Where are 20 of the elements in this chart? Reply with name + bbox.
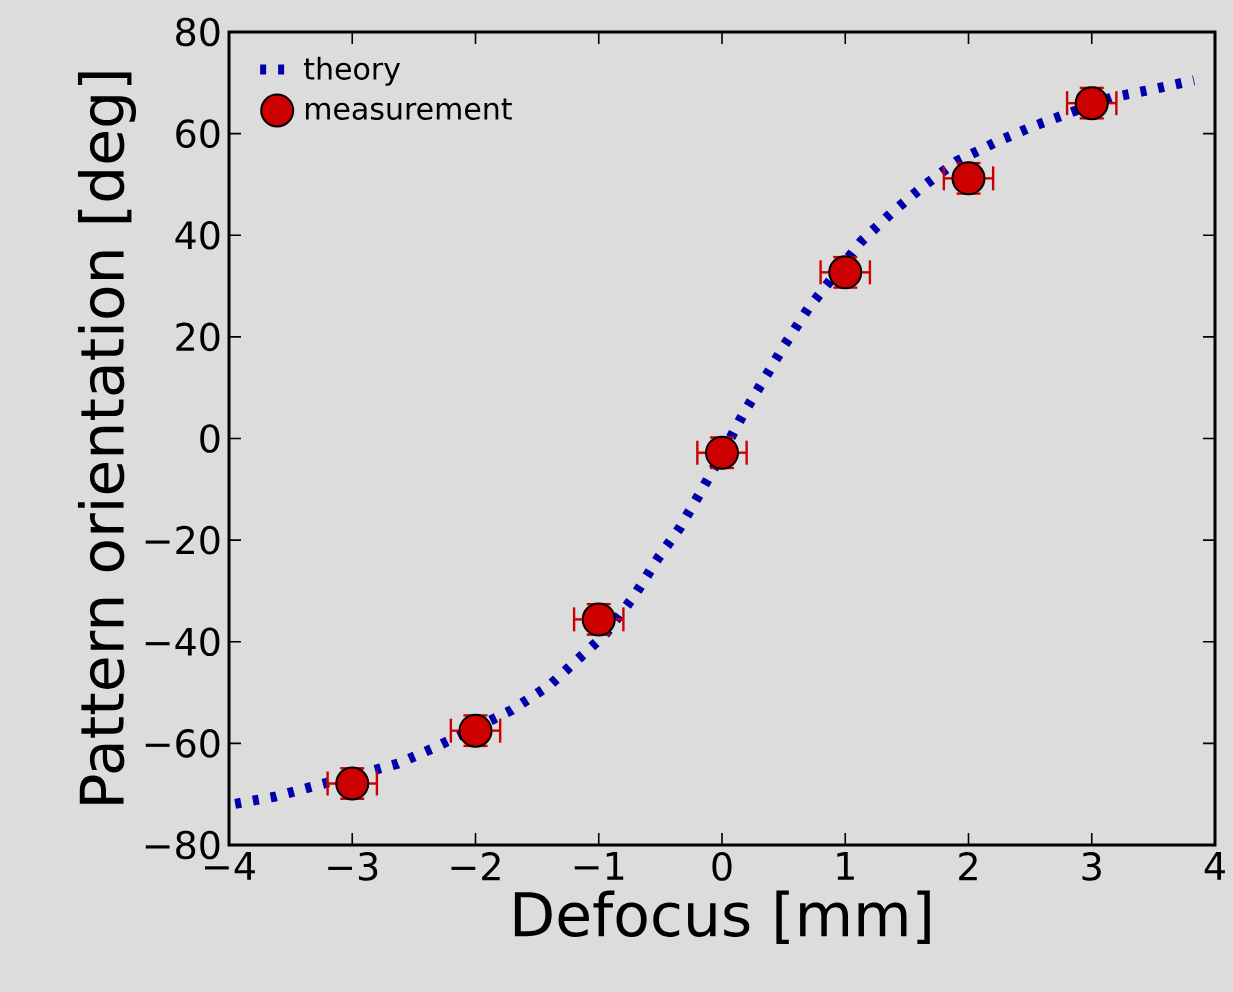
x-tick-label: −3	[328, 852, 378, 881]
x-tick-label: 1	[837, 852, 854, 880]
y-tick-label: 80	[176, 17, 220, 47]
y-tick-label: 60	[176, 119, 220, 148]
legend-label: theory	[304, 56, 401, 86]
x-tick-label: 4	[1204, 852, 1225, 880]
x-tick-label: −2	[451, 852, 500, 881]
x-tick-label: −1	[574, 852, 624, 880]
y-tick-label: −40	[145, 627, 220, 657]
y-tick-label: 40	[175, 220, 220, 250]
x-tick-label: 0	[712, 852, 732, 881]
legend-label: measurement	[306, 98, 512, 120]
y-tick-label: −60	[145, 729, 220, 758]
y-axis-title: Pattern orientation [deg]	[77, 72, 137, 804]
x-axis-title: Defocus [mm]	[514, 890, 930, 945]
y-tick-label: 20	[176, 322, 220, 352]
y-tick-label: 0	[200, 424, 220, 453]
x-tick-label: 2	[959, 852, 977, 881]
y-tick-label: −20	[145, 525, 220, 555]
x-tick-label: 3	[1082, 852, 1101, 881]
